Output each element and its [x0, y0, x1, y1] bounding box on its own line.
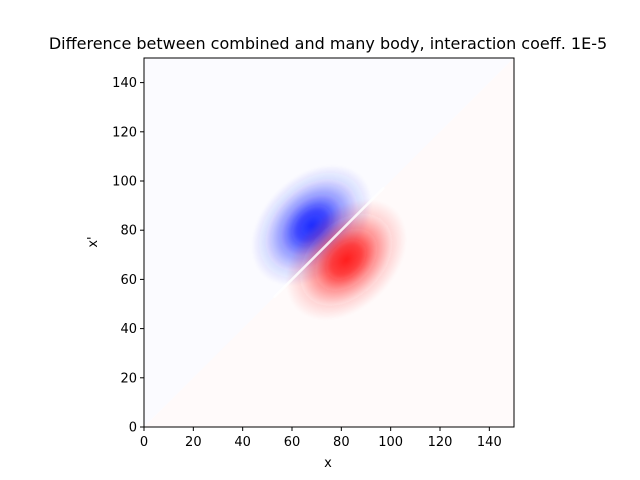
- x-tick-label: 40: [234, 435, 251, 450]
- zero-seam: [273, 187, 385, 298]
- y-tick-label: 40: [120, 322, 137, 337]
- x-tick-label: 60: [284, 435, 301, 450]
- plot-area: [144, 58, 514, 427]
- y-tick-label: 140: [112, 76, 137, 91]
- x-tick-label: 100: [378, 435, 403, 450]
- x-tick-label: 20: [185, 435, 202, 450]
- y-axis-label: x': [86, 236, 101, 247]
- plot-frame: [143, 57, 515, 428]
- x-axis: 0 20 40 60 80 100 120 140: [140, 427, 502, 450]
- y-tick-label: 0: [129, 421, 137, 436]
- x-tick-label: 140: [477, 435, 502, 450]
- x-axis-label: x: [324, 456, 332, 471]
- y-tick-label: 80: [120, 224, 137, 239]
- y-axis: 0 20 40 60 80 100 120 140: [112, 76, 144, 436]
- x-tick-label: 0: [140, 435, 148, 450]
- x-tick-label: 120: [428, 435, 453, 450]
- y-tick-label: 60: [120, 273, 137, 288]
- y-tick-label: 20: [120, 371, 137, 386]
- y-tick-label: 120: [112, 125, 137, 140]
- y-tick-label: 100: [112, 175, 137, 190]
- positive-lobe: [285, 199, 407, 321]
- x-tick-label: 80: [333, 435, 350, 450]
- chart-title: Difference between combined and many bod…: [49, 34, 607, 53]
